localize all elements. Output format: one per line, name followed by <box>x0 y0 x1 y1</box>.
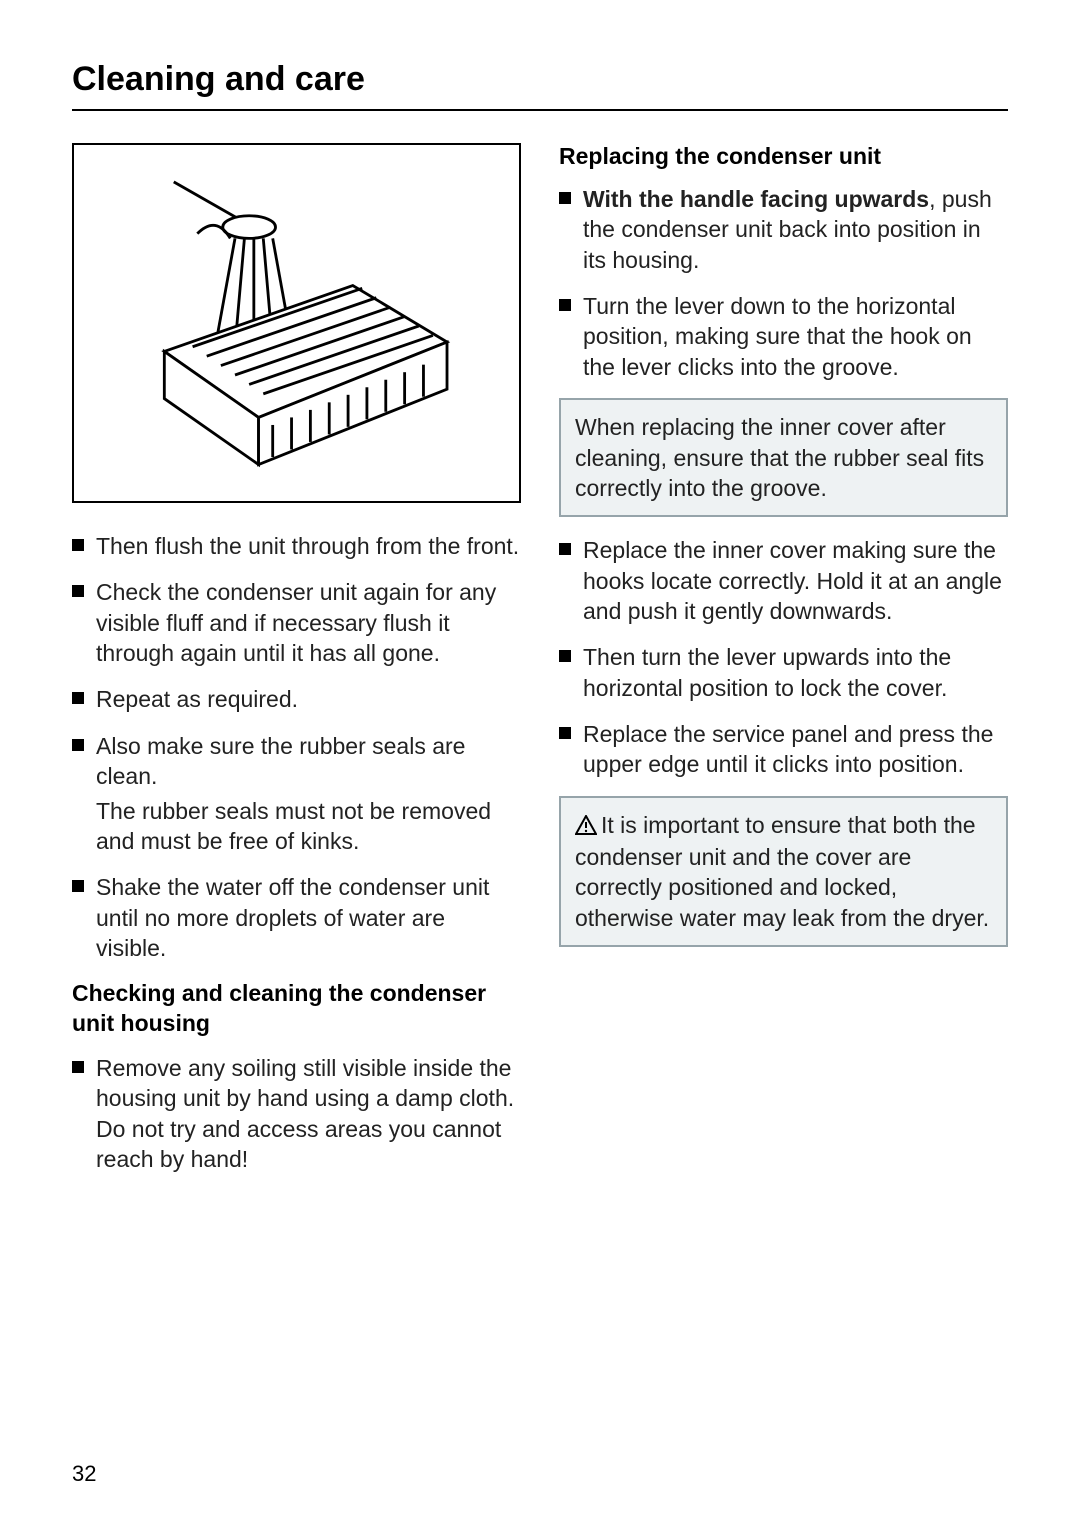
illustration-condenser-flush <box>72 143 521 503</box>
warning-text: It is important to ensure that both the … <box>575 812 989 931</box>
warning-box: It is important to ensure that both the … <box>559 796 1008 947</box>
note-box: When replacing the inner cover after cle… <box>559 398 1008 517</box>
item-text: Then flush the unit through from the fro… <box>96 533 519 559</box>
item-subtext: The rubber seals must not be removed and… <box>96 796 521 857</box>
list-item: Also make sure the rubber seals are clea… <box>72 731 521 856</box>
list-item: With the handle facing upwards, push the… <box>559 184 1008 275</box>
item-text: Turn the lever down to the horizontal po… <box>583 293 972 380</box>
list-item: Check the condenser unit again for any v… <box>72 577 521 668</box>
item-text: Replace the service panel and press the … <box>583 721 993 777</box>
item-bold: With the handle facing upwards <box>583 186 929 212</box>
list-item: Remove any soiling still visible inside … <box>72 1053 521 1174</box>
right-column: Replacing the condenser unit With the ha… <box>559 143 1008 1191</box>
list-item: Then flush the unit through from the fro… <box>72 531 521 561</box>
title-rule <box>72 109 1008 111</box>
content-columns: Then flush the unit through from the fro… <box>72 143 1008 1191</box>
list-item: Replace the inner cover making sure the … <box>559 535 1008 626</box>
left-list-1: Then flush the unit through from the fro… <box>72 531 521 963</box>
condenser-flush-icon <box>96 163 497 483</box>
right-list-2: Replace the inner cover making sure the … <box>559 535 1008 780</box>
item-text: Remove any soiling still visible inside … <box>96 1055 514 1172</box>
left-list-2: Remove any soiling still visible inside … <box>72 1053 521 1174</box>
left-column: Then flush the unit through from the fro… <box>72 143 521 1191</box>
list-item: Repeat as required. <box>72 684 521 714</box>
warning-icon <box>575 812 597 842</box>
item-text: Also make sure the rubber seals are clea… <box>96 733 465 789</box>
right-list-1: With the handle facing upwards, push the… <box>559 184 1008 382</box>
page-title: Cleaning and care <box>72 60 1008 99</box>
note-text: When replacing the inner cover after cle… <box>575 414 984 501</box>
item-text: Replace the inner cover making sure the … <box>583 537 1002 624</box>
list-item: Then turn the lever upwards into the hor… <box>559 642 1008 703</box>
item-text: Then turn the lever upwards into the hor… <box>583 644 951 700</box>
item-text: Repeat as required. <box>96 686 298 712</box>
list-item: Replace the service panel and press the … <box>559 719 1008 780</box>
right-subheading: Replacing the condenser unit <box>559 143 1008 170</box>
page-number: 32 <box>72 1461 96 1487</box>
list-item: Shake the water off the condenser unit u… <box>72 872 521 963</box>
item-text: Check the condenser unit again for any v… <box>96 579 496 666</box>
item-text: Shake the water off the condenser unit u… <box>96 874 489 961</box>
list-item: Turn the lever down to the horizontal po… <box>559 291 1008 382</box>
left-subheading: Checking and cleaning the condenser unit… <box>72 979 521 1039</box>
